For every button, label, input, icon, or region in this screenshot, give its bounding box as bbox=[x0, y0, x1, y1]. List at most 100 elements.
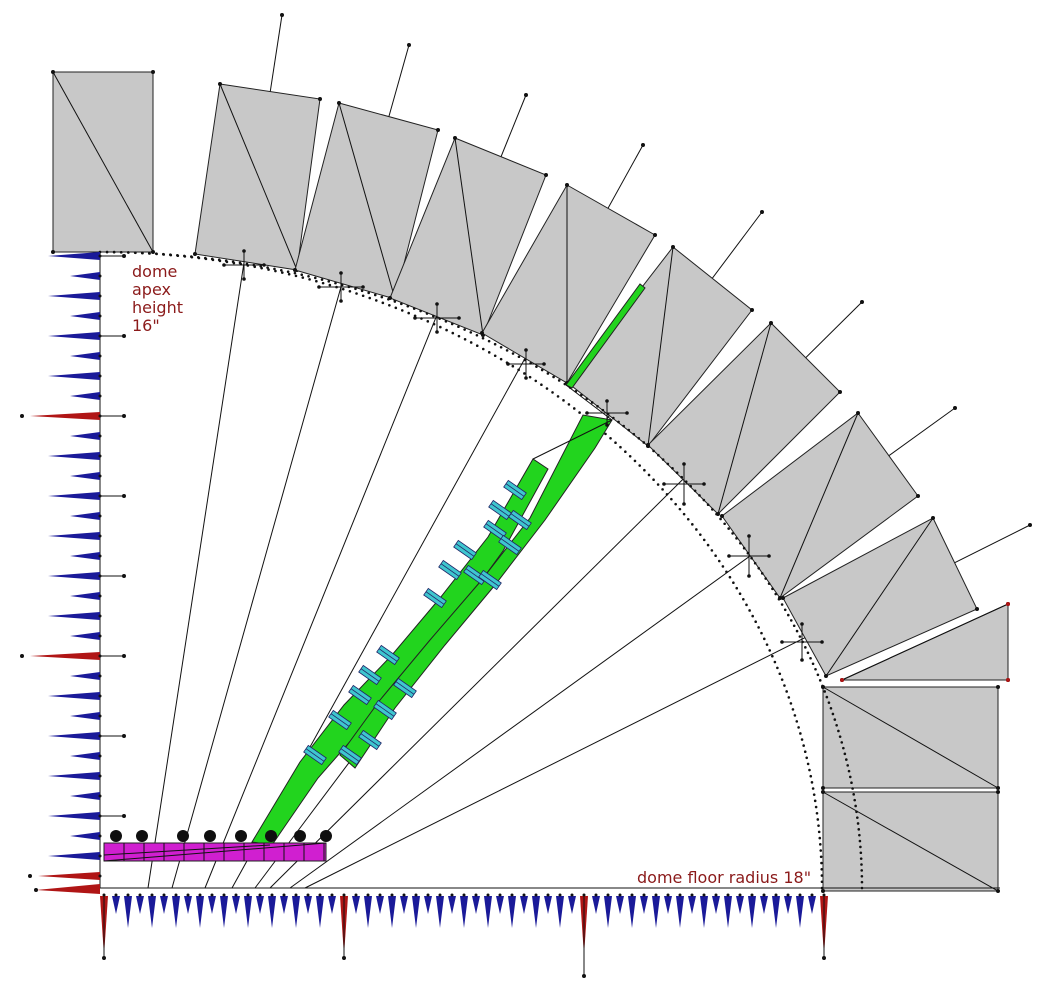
cross-end bbox=[682, 502, 686, 506]
major-tick-end bbox=[822, 956, 826, 960]
ruler-point bbox=[750, 893, 754, 897]
outer-arc-point bbox=[848, 775, 852, 779]
ruler-ticks bbox=[20, 252, 828, 978]
ruler-point bbox=[390, 893, 394, 897]
ruler-point bbox=[186, 893, 190, 897]
outer-arc-point bbox=[540, 368, 544, 372]
minor-tick-left bbox=[70, 552, 100, 560]
ruler-point bbox=[98, 834, 102, 838]
minor-tick-bottom bbox=[592, 896, 600, 914]
cross-end bbox=[524, 376, 528, 380]
minor-tick-left bbox=[48, 532, 100, 540]
inner-arc-point bbox=[445, 328, 448, 332]
inner-arc-point bbox=[562, 399, 565, 402]
beam-clamp bbox=[423, 587, 447, 609]
ruler-point bbox=[654, 893, 658, 897]
inner-arc-point bbox=[742, 597, 745, 601]
inner-arc-point bbox=[806, 762, 810, 766]
clamp-line bbox=[510, 513, 530, 527]
inner-arc-point bbox=[551, 391, 554, 394]
ruler-point bbox=[98, 294, 102, 298]
inner-arc-point bbox=[699, 533, 702, 536]
outer-arc-point bbox=[809, 656, 812, 660]
inner-arc-point bbox=[381, 301, 385, 305]
outer-arc-point bbox=[671, 466, 674, 470]
outer-arc-point bbox=[731, 532, 734, 535]
block-diagonal bbox=[454, 137, 484, 336]
cross-end bbox=[820, 640, 824, 644]
outer-arc-point bbox=[354, 287, 357, 291]
inner-arc-point bbox=[811, 787, 815, 790]
beam-clamp bbox=[478, 569, 502, 591]
inner-arc-point bbox=[624, 450, 627, 454]
green-beam bbox=[251, 283, 646, 846]
inner-arc-point bbox=[643, 468, 646, 472]
ruler-point bbox=[582, 893, 586, 897]
minor-tick-left bbox=[48, 772, 100, 780]
outer-arc-point bbox=[612, 416, 615, 420]
major-tick-end bbox=[20, 654, 24, 658]
cross-end bbox=[780, 640, 784, 644]
minor-tick-bottom bbox=[328, 896, 336, 914]
ruler-leader-end bbox=[122, 734, 126, 738]
beam-clamp bbox=[303, 744, 327, 766]
minor-tick-bottom bbox=[436, 896, 444, 928]
inner-arc-point bbox=[817, 830, 821, 834]
outer-arc-point bbox=[266, 266, 269, 269]
major-tick-end bbox=[20, 414, 24, 418]
minor-tick-bottom bbox=[724, 896, 732, 928]
outer-arc-point bbox=[487, 339, 491, 343]
inner-arc-point bbox=[778, 672, 782, 676]
ruler-point bbox=[98, 594, 102, 598]
wedge-corner bbox=[1006, 602, 1010, 606]
ruler-point bbox=[354, 893, 358, 897]
inner-arc-point bbox=[511, 364, 515, 368]
inner-arc-point bbox=[475, 344, 479, 348]
outer-arc-point bbox=[842, 746, 845, 750]
ruler-point bbox=[210, 893, 214, 897]
inner-arc-point bbox=[820, 861, 823, 865]
ruler-point bbox=[774, 893, 778, 897]
ruler-point bbox=[98, 514, 102, 518]
block-diagonal bbox=[779, 412, 859, 599]
ruler-point bbox=[198, 893, 202, 897]
outer-arc-point bbox=[657, 453, 660, 457]
block-diagonal bbox=[822, 791, 999, 892]
ruler-leader-end bbox=[122, 814, 126, 818]
outer-arc-point bbox=[711, 508, 714, 511]
outer-arc-point bbox=[140, 251, 144, 255]
guide-end-point bbox=[860, 300, 864, 304]
ruler-point bbox=[98, 434, 102, 438]
minor-tick-bottom bbox=[412, 896, 420, 928]
inner-arc-point bbox=[725, 570, 728, 574]
inner-arc-point bbox=[487, 351, 491, 354]
inner-arc-point bbox=[751, 614, 754, 618]
inner-arc-point bbox=[682, 512, 686, 516]
inner-arc-point bbox=[714, 554, 717, 557]
inner-arc-point bbox=[783, 684, 786, 687]
cross-end bbox=[524, 348, 528, 352]
outer-arc-point bbox=[845, 758, 848, 761]
inner-arc-point bbox=[633, 459, 637, 463]
ruler-point bbox=[98, 474, 102, 478]
outer-arc-point bbox=[535, 365, 538, 368]
ruler-point bbox=[690, 893, 694, 897]
minor-tick-bottom bbox=[160, 896, 168, 914]
minor-tick-bottom bbox=[232, 896, 240, 914]
outer-arc-point bbox=[393, 300, 397, 303]
minor-tick-left bbox=[70, 272, 100, 280]
outer-arc-point bbox=[753, 561, 757, 565]
outer-arc-point bbox=[818, 679, 822, 682]
inner-arc-point bbox=[463, 338, 467, 341]
ruler-point bbox=[162, 893, 166, 897]
inner-arc-point bbox=[469, 341, 473, 344]
ruler-point bbox=[378, 893, 382, 897]
outer-arc-point bbox=[852, 793, 855, 796]
outer-arc-point bbox=[523, 358, 527, 362]
guide-end-point bbox=[280, 13, 284, 17]
base-roller bbox=[177, 830, 189, 842]
base-roller bbox=[136, 830, 148, 842]
ruler-point bbox=[98, 534, 102, 538]
block-corner bbox=[565, 183, 569, 187]
